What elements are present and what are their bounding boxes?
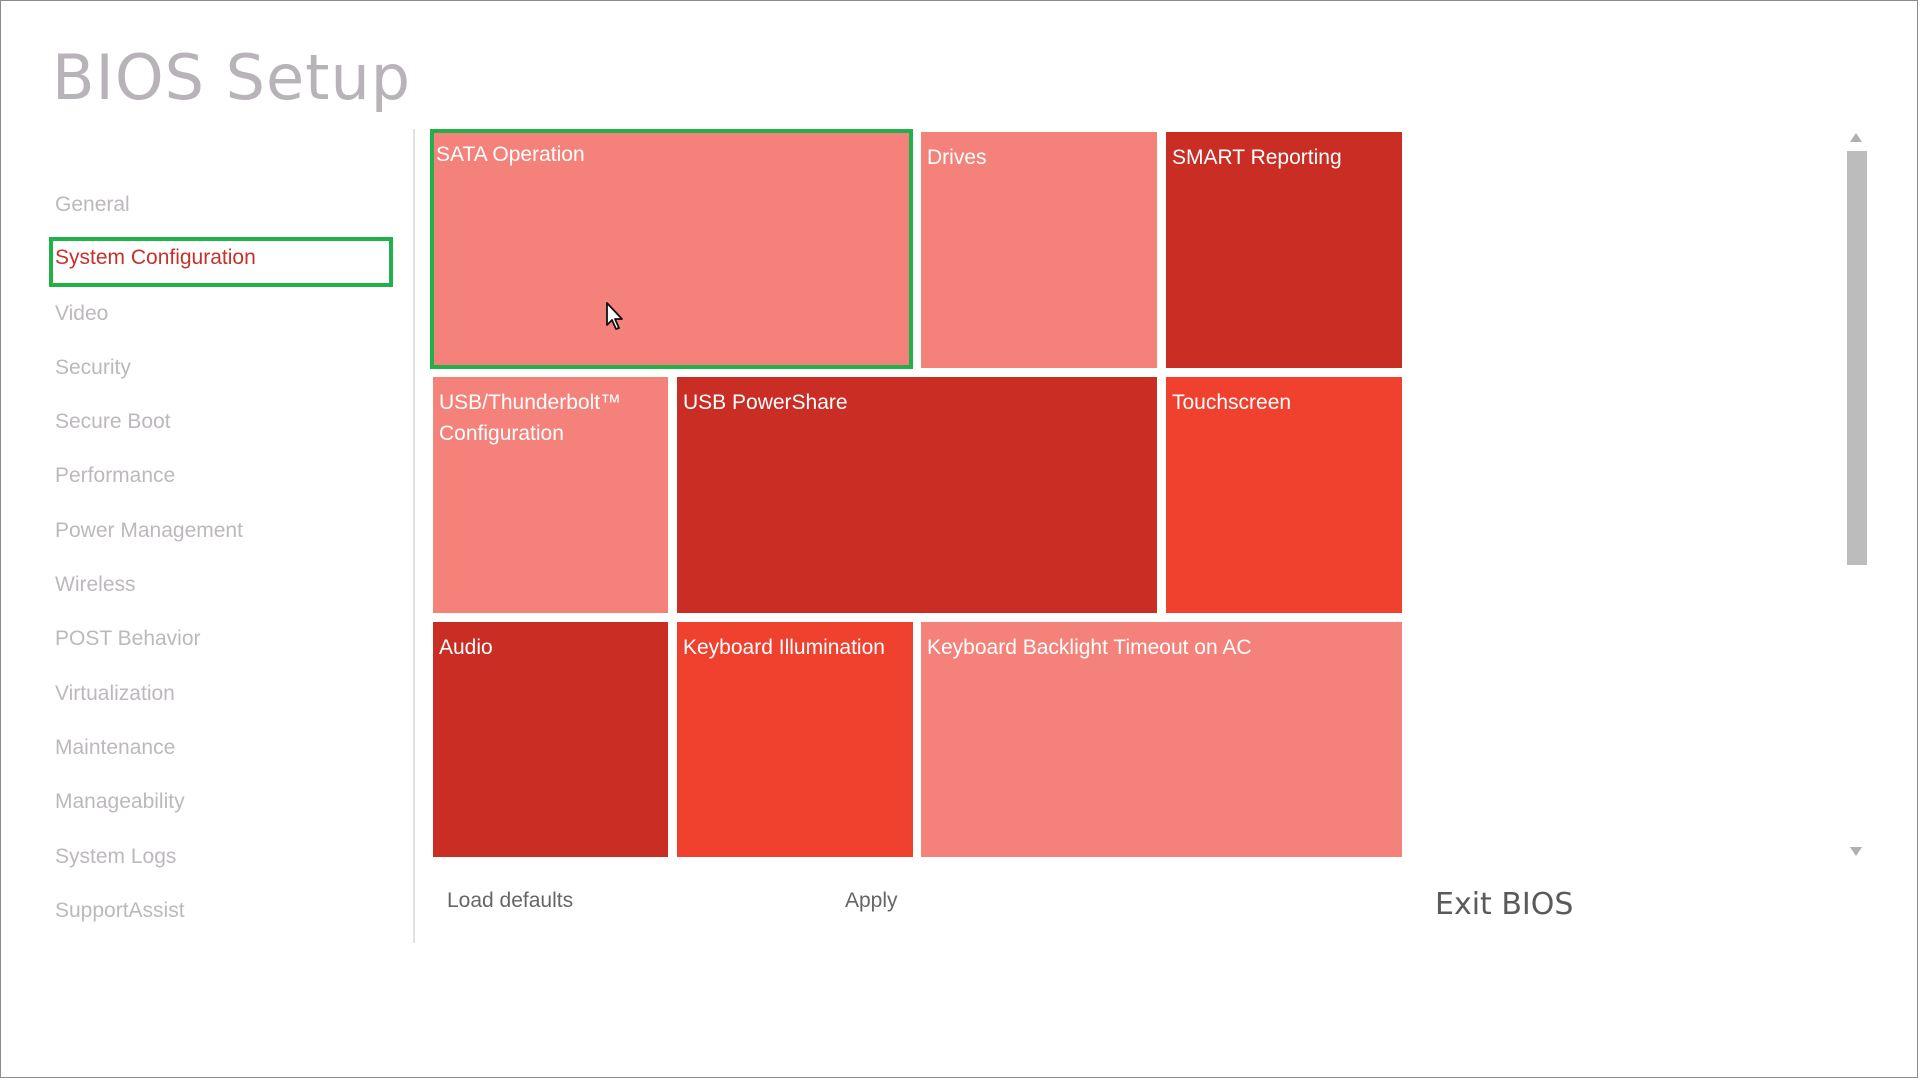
- tile-label: Touchscreen: [1172, 391, 1292, 414]
- sidebar-item-virtualization[interactable]: Virtualization: [55, 681, 175, 705]
- tile-smart-reporting[interactable]: SMART Reporting: [1166, 132, 1402, 368]
- tile-label: Drives: [927, 146, 987, 169]
- tile-keyboard-backlight-timeout-on-ac[interactable]: Keyboard Backlight Timeout on AC: [921, 622, 1402, 857]
- tile-label: SATA Operation: [436, 143, 585, 166]
- sidebar-item-general[interactable]: General: [55, 193, 130, 216]
- page-title: BIOS Setup: [52, 41, 412, 114]
- tile-keyboard-illumination[interactable]: Keyboard Illumination: [677, 622, 913, 857]
- scrollbar-thumb[interactable]: [1847, 151, 1867, 565]
- tile-touchscreen[interactable]: Touchscreen: [1166, 377, 1402, 613]
- tile-audio[interactable]: Audio: [433, 622, 668, 857]
- sidebar-item-post-behavior[interactable]: POST Behavior: [55, 627, 201, 651]
- sidebar-item-system-logs[interactable]: System Logs: [55, 844, 177, 868]
- sidebar-item-performance[interactable]: Performance: [55, 464, 176, 488]
- mouse-pointer-icon: [606, 302, 623, 330]
- tile-usb-thunderbolt-configuration[interactable]: USB/Thunderbolt™ Configuration: [433, 377, 668, 613]
- tile-label: Keyboard Backlight Timeout on AC: [927, 636, 1252, 659]
- sidebar-item-video[interactable]: Video: [55, 301, 109, 325]
- scroll-up-arrow-icon[interactable]: [1850, 133, 1862, 142]
- sidebar-item-security[interactable]: Security: [55, 355, 131, 379]
- sidebar-item-system-configuration[interactable]: System Configuration: [49, 237, 393, 288]
- sidebar-item-power-management[interactable]: Power Management: [55, 518, 243, 542]
- tile-label: Audio: [439, 636, 493, 659]
- sidebar-item-wireless[interactable]: Wireless: [55, 573, 136, 597]
- sidebar-item-secure-boot[interactable]: Secure Boot: [55, 410, 171, 434]
- sidebar-item-maintenance[interactable]: Maintenance: [55, 735, 176, 759]
- sidebar: General System Configuration Video Secur…: [49, 183, 393, 943]
- tile-label: SMART Reporting: [1172, 146, 1342, 169]
- tile-sata-operation[interactable]: SATA Operation: [430, 129, 913, 369]
- tile-drives[interactable]: Drives: [921, 132, 1157, 368]
- exit-bios-button[interactable]: Exit BIOS: [1435, 887, 1574, 922]
- tile-label: USB/Thunderbolt™ Configuration: [439, 391, 622, 445]
- sidebar-item-manageability[interactable]: Manageability: [55, 790, 185, 814]
- tile-usb-powershare[interactable]: USB PowerShare: [677, 377, 1157, 613]
- tile-label: Keyboard Illumination: [683, 636, 885, 659]
- sidebar-divider: [413, 129, 415, 943]
- apply-button[interactable]: Apply: [845, 889, 898, 912]
- scroll-down-arrow-icon[interactable]: [1850, 847, 1862, 856]
- load-defaults-button[interactable]: Load defaults: [447, 889, 574, 912]
- tile-label: USB PowerShare: [683, 391, 848, 414]
- sidebar-item-supportassist[interactable]: SupportAssist: [55, 898, 185, 922]
